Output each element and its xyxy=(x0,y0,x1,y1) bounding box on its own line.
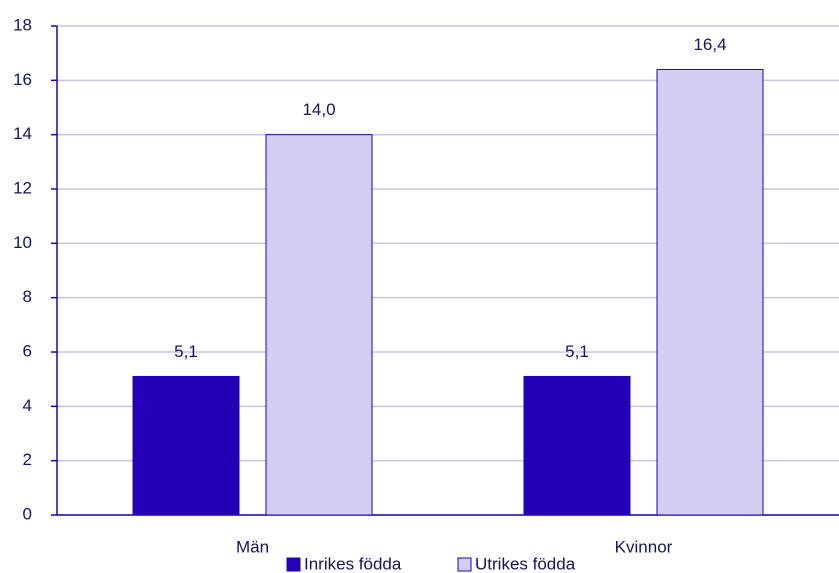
y-tick-label: 16 xyxy=(13,70,32,89)
y-tick-label: 0 xyxy=(23,504,32,523)
y-tick-label: 18 xyxy=(13,15,32,34)
y-tick-label: 12 xyxy=(13,178,32,197)
bar xyxy=(656,68,764,516)
y-tick-label: 14 xyxy=(13,124,32,143)
value-label: 5,1 xyxy=(174,342,198,361)
bar xyxy=(132,375,240,516)
bar xyxy=(265,134,373,516)
legend-swatch xyxy=(286,557,301,572)
value-label: 16,4 xyxy=(693,35,726,54)
value-label: 5,1 xyxy=(565,342,589,361)
y-tick-label: 6 xyxy=(23,341,32,360)
y-tick-label: 8 xyxy=(23,287,32,306)
y-tick-label: 10 xyxy=(13,233,32,252)
legend-swatch xyxy=(457,557,472,572)
legend-label: Inrikes födda xyxy=(304,554,402,573)
y-tick-label: 4 xyxy=(23,396,32,415)
x-tick-label: Män xyxy=(236,537,269,556)
y-tick-label: 2 xyxy=(23,450,32,469)
bar xyxy=(523,375,631,516)
legend-label: Utrikes födda xyxy=(475,554,576,573)
value-label: 14,0 xyxy=(302,100,335,119)
x-tick-label: Kvinnor xyxy=(615,537,673,556)
